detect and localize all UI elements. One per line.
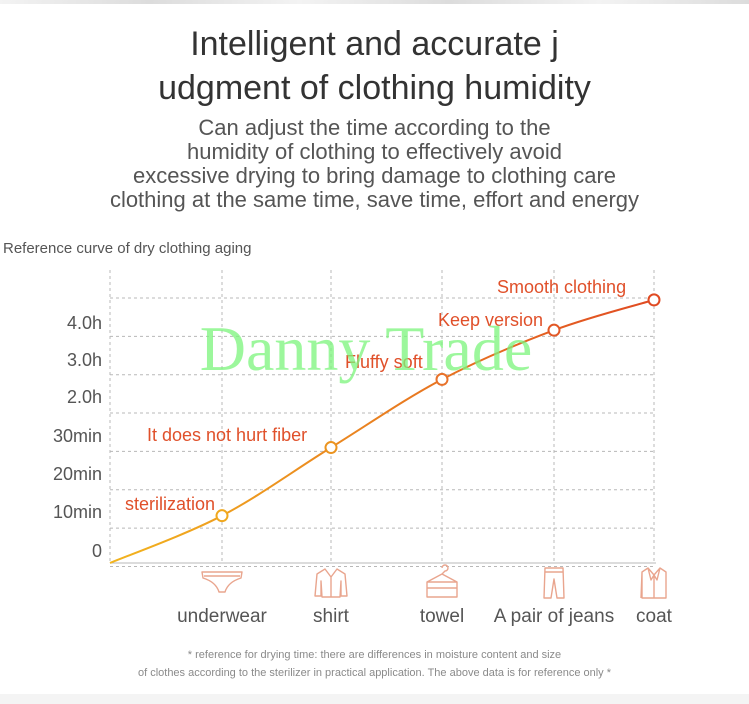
y-axis-ticks: 0 10min 20min 30min 2.0h 3.0h 4.0h	[53, 313, 102, 561]
footnote-line-1: * reference for drying time: there are d…	[187, 649, 562, 661]
x-category-label: shirt	[313, 606, 350, 627]
page-title: Intelligent and accurate j udgment of cl…	[0, 22, 749, 110]
y-tick-label: 20min	[53, 464, 102, 484]
x-category-label: underwear	[177, 606, 267, 627]
point-annotation: Keep version	[438, 310, 543, 330]
subtitle-line-1: Can adjust the time according to the	[198, 115, 551, 140]
data-point	[647, 293, 661, 307]
category-icons	[201, 564, 667, 599]
chart-grid	[109, 270, 656, 567]
data-point	[215, 509, 229, 523]
x-category-label: A pair of jeans	[494, 606, 614, 627]
underwear-icon	[201, 571, 243, 593]
point-annotation: Smooth clothing	[497, 277, 626, 297]
footnote-line-2: of clothes according to the sterilizer i…	[137, 667, 612, 679]
x-category-label: coat	[636, 606, 673, 627]
y-tick-label: 2.0h	[67, 387, 102, 407]
data-point	[324, 441, 338, 455]
data-point	[435, 372, 449, 386]
top-decorative-rule	[0, 0, 749, 4]
subtitle-line-3: excessive drying to bring damage to clot…	[132, 163, 617, 188]
point-annotation: Fluffy soft	[345, 352, 423, 372]
x-category-label: towel	[420, 606, 464, 627]
page-subtitle: Can adjust the time according to the hum…	[0, 116, 749, 212]
reference-footnote: * reference for drying time: there are d…	[0, 646, 749, 682]
title-line-1: Intelligent and accurate j	[190, 25, 559, 63]
y-tick-label: 0	[92, 541, 102, 561]
point-annotations: sterilization It does not hurt fiber Fluff…	[125, 277, 626, 514]
y-tick-label: 30min	[53, 426, 102, 446]
y-tick-label: 10min	[53, 502, 102, 522]
subtitle-line-2: humidity of clothing to effectively avoi…	[186, 139, 563, 164]
point-annotation: sterilization	[125, 494, 215, 514]
data-point	[547, 323, 561, 337]
shirt-icon	[314, 568, 348, 598]
coat-icon	[640, 567, 667, 599]
y-tick-label: 3.0h	[67, 350, 102, 370]
title-line-2: udgment of clothing humidity	[158, 69, 591, 107]
data-points	[215, 293, 661, 523]
chart-title: Reference curve of dry clothing aging	[3, 240, 252, 257]
subtitle-line-4: clothing at the same time, save time, ef…	[109, 187, 640, 212]
jeans-icon	[543, 567, 565, 599]
watermark-text: Danny Trade	[200, 313, 532, 384]
point-annotation: It does not hurt fiber	[147, 425, 307, 445]
y-tick-label: 4.0h	[67, 313, 102, 333]
bottom-band	[0, 694, 749, 704]
x-axis-categories: underwear shirt towel A pair of jeans coat	[177, 606, 673, 627]
towel-icon	[426, 564, 458, 598]
